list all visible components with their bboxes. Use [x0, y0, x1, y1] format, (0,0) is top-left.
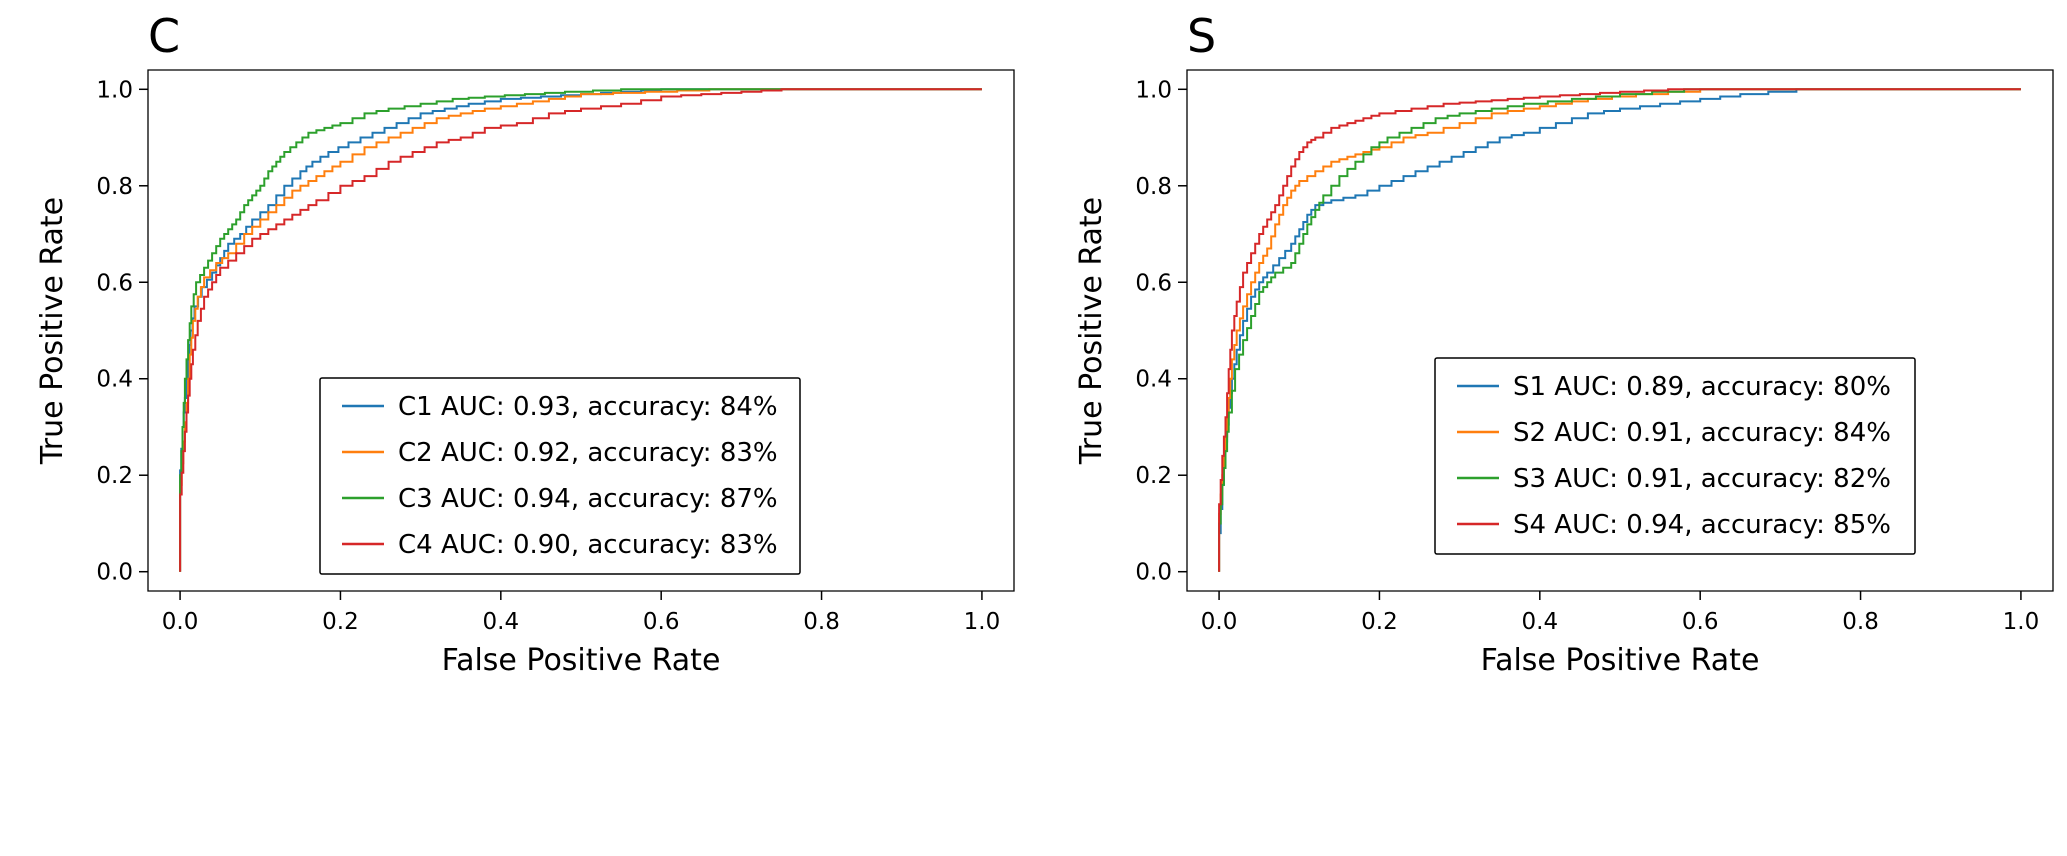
x-tick-label: 0.2 — [1361, 609, 1398, 635]
legend-item-label-S4: S4 AUC: 0.94, accuracy: 85% — [1513, 510, 1891, 540]
y-tick-label: 0.4 — [96, 367, 133, 393]
legend-item-label-C3: C3 AUC: 0.94, accuracy: 87% — [398, 484, 778, 514]
y-tick-label: 0.6 — [96, 270, 133, 296]
y-tick-label: 1.0 — [96, 77, 133, 103]
y-tick-label: 0.8 — [1135, 174, 1172, 200]
y-axis-label: True Positive Rate — [35, 197, 70, 465]
x-tick-label: 0.0 — [162, 609, 199, 635]
legend: S1 AUC: 0.89, accuracy: 80% S2 AUC: 0.91,… — [1434, 357, 1916, 555]
panel-title: C — [148, 9, 180, 63]
roc-chart-S: S 0.0 0.2 0.4 0.6 0.8 1.0 0.0 0.2 0.4 0.6 0.8 1.0 Fal… — [1074, 9, 2054, 678]
y-tick-label: 0.4 — [1135, 367, 1172, 393]
legend-box — [319, 377, 801, 575]
x-axis-label: False Positive Rate — [442, 643, 721, 678]
panel-title: S — [1187, 9, 1216, 63]
x-tick-label: 0.6 — [1682, 609, 1719, 635]
legend: C1 AUC: 0.93, accuracy: 84% C2 AUC: 0.92,… — [319, 377, 801, 575]
roc-curve-C3 — [179, 88, 982, 572]
legend-item-label-S3: S3 AUC: 0.91, accuracy: 82% — [1513, 464, 1891, 494]
roc-chart-C: C 0.0 0.2 0.4 0.6 0.8 1.0 0.0 0.2 0.4 0.6 0.8 1.0 Fal… — [35, 9, 1015, 678]
legend-item-label-C1: C1 AUC: 0.93, accuracy: 84% — [398, 392, 778, 422]
y-tick-label: 0.2 — [1135, 463, 1172, 489]
panel-S: S 0.0 0.2 0.4 0.6 0.8 1.0 0.0 0.2 0.4 0.6 0.8 1.0 Fal… — [1067, 6, 2067, 716]
roc-curve-S2 — [1218, 88, 2021, 572]
roc-curve-C4 — [179, 88, 982, 572]
legend-item-label-C4: C4 AUC: 0.90, accuracy: 83% — [398, 530, 778, 560]
x-tick-label: 1.0 — [2003, 609, 2040, 635]
roc-curve-C1 — [179, 88, 982, 572]
x-tick-label: 0.8 — [1842, 609, 1879, 635]
x-tick-label: 0.2 — [322, 609, 359, 635]
y-tick-label: 0.8 — [96, 174, 133, 200]
y-tick-label: 0.0 — [96, 560, 133, 586]
roc-curve-S3 — [1218, 88, 2021, 572]
axes-frame — [147, 69, 1015, 592]
x-tick-label: 0.0 — [1201, 609, 1238, 635]
y-tick-label: 0.2 — [96, 463, 133, 489]
legend-item-label-S2: S2 AUC: 0.91, accuracy: 84% — [1513, 418, 1891, 448]
panel-C: C 0.0 0.2 0.4 0.6 0.8 1.0 0.0 0.2 0.4 0.6 0.8 1.0 Fal… — [28, 6, 1028, 716]
y-tick-label: 0.6 — [1135, 270, 1172, 296]
roc-curve-S1 — [1218, 88, 2021, 572]
x-tick-label: 0.8 — [803, 609, 840, 635]
x-tick-label: 0.4 — [483, 609, 520, 635]
legend-item-label-S1: S1 AUC: 0.89, accuracy: 80% — [1513, 372, 1891, 402]
x-tick-label: 0.6 — [643, 609, 680, 635]
y-tick-label: 1.0 — [1135, 77, 1172, 103]
roc-curve-S4 — [1218, 88, 2021, 572]
x-tick-label: 1.0 — [964, 609, 1001, 635]
legend-box — [1434, 357, 1916, 555]
axes-frame — [1186, 69, 2054, 592]
x-tick-label: 0.4 — [1522, 609, 1559, 635]
roc-curve-C2 — [179, 88, 982, 572]
y-tick-label: 0.0 — [1135, 560, 1172, 586]
y-axis-label: True Positive Rate — [1074, 197, 1109, 465]
x-axis-label: False Positive Rate — [1481, 643, 1760, 678]
legend-item-label-C2: C2 AUC: 0.92, accuracy: 83% — [398, 438, 778, 468]
